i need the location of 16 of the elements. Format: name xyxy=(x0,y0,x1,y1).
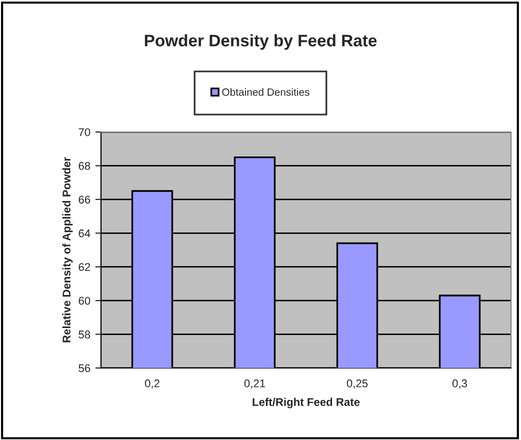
y-tick-label: 68 xyxy=(78,162,90,170)
chart-title: Powder Density by Feed Rate xyxy=(144,34,377,50)
y-tick-label: 56 xyxy=(78,364,90,372)
y-tick-label: 66 xyxy=(78,196,90,204)
y-tick-label: 70 xyxy=(78,128,90,136)
y-tick-label: 62 xyxy=(78,263,90,271)
x-tick-label: 0,21 xyxy=(244,379,266,389)
x-axis-title: Left/Right Feed Rate xyxy=(252,398,360,408)
legend-label: Obtained Densities xyxy=(222,88,310,96)
x-tick-label: 0,2 xyxy=(144,379,160,389)
y-axis-title: Relative Density of Applied Powder xyxy=(62,157,73,342)
x-tick-label: 0,3 xyxy=(452,379,467,389)
y-tick-label: 58 xyxy=(78,330,90,338)
y-tick-label: 60 xyxy=(78,296,90,305)
y-tick-label: 64 xyxy=(78,229,90,238)
x-tick-label: 0,25 xyxy=(346,379,368,389)
